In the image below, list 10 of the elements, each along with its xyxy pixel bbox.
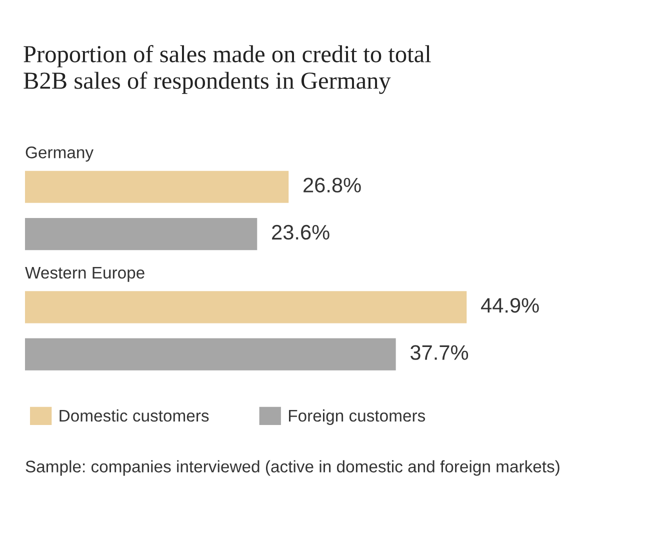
text: Sample: companies interviewed (active in domestic and foreign markets) <box>26 460 560 476</box>
data-label: 23.6% <box>272 224 330 240</box>
data-label: 37.7% <box>410 345 468 360</box>
data-label: 44.9% <box>481 298 539 313</box>
legend-label: Foreign customers <box>288 409 426 425</box>
legend-label: Domestic customers <box>60 409 209 422</box>
y-tick-label: Western Europe <box>25 266 144 282</box>
y-tick-label: Germany <box>26 146 94 162</box>
data-label: 26.8% <box>304 178 361 192</box>
chart-title: Proportion of sales made on credit to total B2B sales of respondents in Germany <box>24 45 431 94</box>
